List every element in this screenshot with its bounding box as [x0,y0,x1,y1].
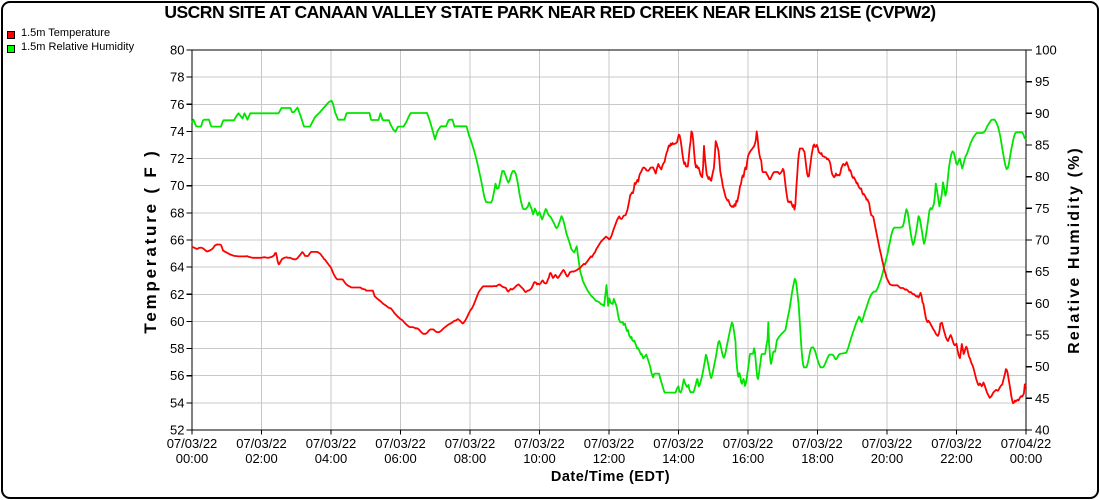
svg-text:07/03/22: 07/03/22 [584,436,635,451]
svg-text:07/03/22: 07/03/22 [862,436,913,451]
svg-text:Relative Humidity (%): Relative Humidity (%) [1066,146,1083,354]
svg-text:16:00: 16:00 [732,451,765,466]
svg-text:70: 70 [1035,233,1049,248]
svg-text:Temperature ( F ): Temperature ( F ) [141,148,160,333]
svg-text:50: 50 [1035,359,1049,374]
svg-text:10:00: 10:00 [523,451,556,466]
svg-text:07/03/22: 07/03/22 [167,436,218,451]
svg-text:07/03/22: 07/03/22 [653,436,704,451]
svg-text:74: 74 [170,124,184,139]
svg-text:65: 65 [1035,264,1049,279]
svg-text:07/03/22: 07/03/22 [931,436,982,451]
svg-text:00:00: 00:00 [176,451,209,466]
svg-text:56: 56 [170,368,184,383]
svg-text:07/03/22: 07/03/22 [445,436,496,451]
svg-text:75: 75 [1035,201,1049,216]
svg-text:45: 45 [1035,391,1049,406]
svg-text:72: 72 [170,151,184,166]
svg-text:18:00: 18:00 [801,451,834,466]
svg-text:40: 40 [1035,423,1049,438]
svg-text:100: 100 [1035,43,1057,58]
svg-text:07/03/22: 07/03/22 [306,436,357,451]
svg-text:00:00: 00:00 [1010,451,1043,466]
svg-text:07/03/22: 07/03/22 [514,436,565,451]
svg-text:02:00: 02:00 [245,451,278,466]
svg-text:62: 62 [170,287,184,302]
svg-text:22:00: 22:00 [940,451,973,466]
svg-text:80: 80 [170,43,184,58]
svg-text:08:00: 08:00 [454,451,487,466]
svg-text:85: 85 [1035,138,1049,153]
svg-text:07/04/22: 07/04/22 [1001,436,1052,451]
svg-text:07/03/22: 07/03/22 [375,436,426,451]
svg-text:52: 52 [170,423,184,438]
svg-text:07/03/22: 07/03/22 [236,436,287,451]
svg-text:76: 76 [170,97,184,112]
svg-text:58: 58 [170,341,184,356]
svg-text:68: 68 [170,205,184,220]
svg-text:70: 70 [170,178,184,193]
svg-text:14:00: 14:00 [662,451,695,466]
svg-text:60: 60 [170,314,184,329]
svg-text:07/03/22: 07/03/22 [723,436,774,451]
svg-text:64: 64 [170,260,184,275]
svg-text:06:00: 06:00 [384,451,417,466]
svg-text:55: 55 [1035,328,1049,343]
svg-text:95: 95 [1035,74,1049,89]
svg-text:80: 80 [1035,169,1049,184]
svg-text:78: 78 [170,70,184,85]
svg-text:12:00: 12:00 [593,451,626,466]
svg-text:90: 90 [1035,106,1049,121]
svg-text:07/03/22: 07/03/22 [792,436,843,451]
svg-text:66: 66 [170,233,184,248]
svg-text:60: 60 [1035,296,1049,311]
svg-text:20:00: 20:00 [871,451,904,466]
svg-text:54: 54 [170,395,184,410]
svg-text:04:00: 04:00 [315,451,348,466]
